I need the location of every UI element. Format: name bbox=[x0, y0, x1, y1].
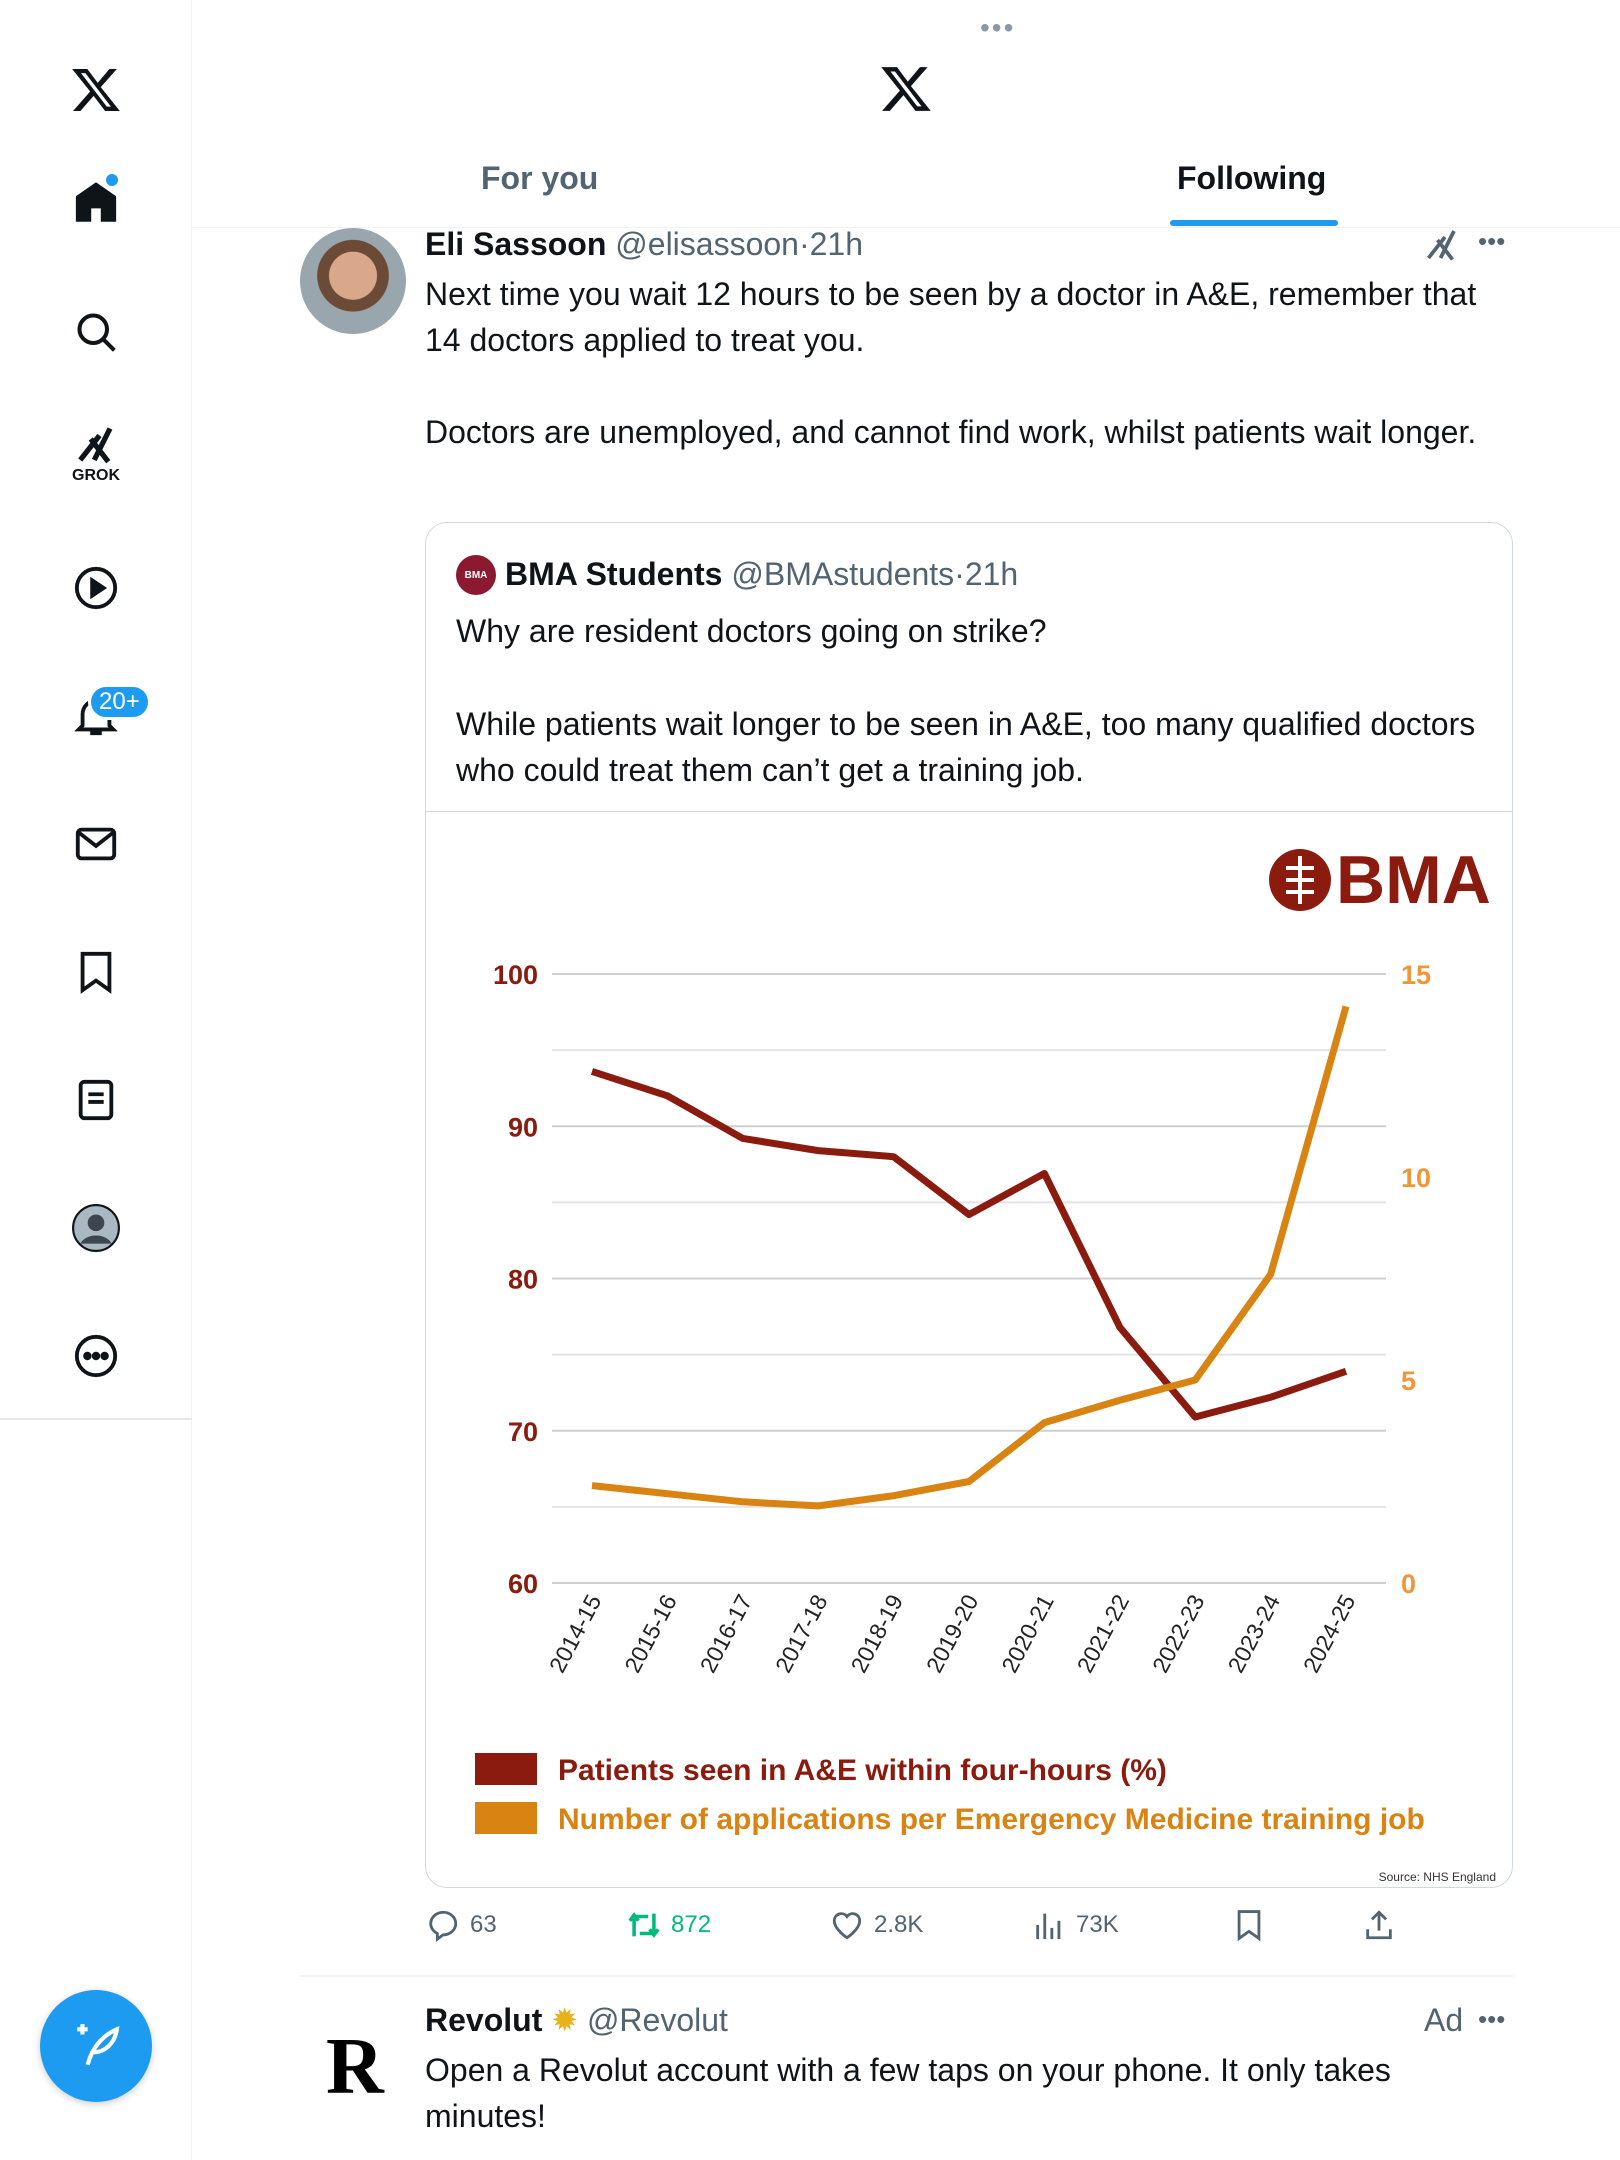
tab-following[interactable]: Following bbox=[1177, 160, 1327, 196]
video-icon[interactable] bbox=[66, 558, 126, 618]
ad-author-name[interactable]: Revolut bbox=[425, 2002, 543, 2038]
verified-gold-icon: ✹ bbox=[551, 2002, 579, 2038]
author-name[interactable]: Eli Sassoon bbox=[425, 226, 607, 262]
ad-handle[interactable]: @Revolut bbox=[586, 2002, 728, 2038]
reply-count: 63 bbox=[470, 1911, 497, 1938]
grok-icon[interactable]: GROK bbox=[66, 425, 126, 485]
separator: · bbox=[954, 556, 965, 592]
quoted-tweet[interactable]: BMA BMA Students @BMAstudents·21h Why ar… bbox=[425, 522, 1513, 1888]
tweet-text-2: Doctors are unemployed, and cannot find … bbox=[425, 414, 1477, 450]
lists-icon[interactable] bbox=[66, 1070, 126, 1130]
repost-button[interactable]: 872 bbox=[627, 1908, 711, 1942]
quote-handle: @BMAstudents bbox=[731, 556, 955, 592]
tab-for-you[interactable]: For you bbox=[481, 160, 599, 196]
quote-text-2: While patients wait longer to be seen in… bbox=[456, 706, 1476, 788]
quote-avatar: BMA bbox=[456, 555, 496, 595]
like-button[interactable]: 2.8K bbox=[830, 1908, 923, 1942]
x-logo-icon bbox=[879, 62, 933, 121]
ad-label: Ad bbox=[1424, 2002, 1464, 2038]
ad-more-icon[interactable]: ••• bbox=[1478, 2004, 1506, 2034]
notifications-badge: 20+ bbox=[88, 684, 151, 720]
sidebar: GROK 20+ bbox=[0, 0, 192, 2160]
unread-dot bbox=[106, 174, 118, 186]
view-count: 73K bbox=[1076, 1911, 1119, 1938]
author-avatar[interactable] bbox=[300, 228, 406, 334]
tweet-more-icon[interactable]: ••• bbox=[1478, 226, 1506, 256]
ad-text: Open a Revolut account with a few taps o… bbox=[425, 2052, 1391, 2134]
bookmark-button[interactable] bbox=[1232, 1908, 1266, 1942]
like-count: 2.8K bbox=[874, 1911, 924, 1938]
share-button[interactable] bbox=[1362, 1908, 1396, 1942]
sidebar-divider bbox=[0, 1418, 192, 1420]
quote-time: 21h bbox=[964, 556, 1019, 592]
active-tab-indicator bbox=[1170, 220, 1338, 226]
tweet-divider bbox=[300, 1975, 1513, 1977]
window-more-dots[interactable]: ••• bbox=[980, 12, 1016, 43]
header: ••• For you Following bbox=[193, 0, 1620, 228]
quote-divider bbox=[426, 811, 1512, 812]
author-handle[interactable]: @elisassoon bbox=[615, 226, 799, 262]
profile-avatar[interactable] bbox=[66, 1198, 126, 1258]
compose-post-button[interactable] bbox=[40, 1990, 152, 2102]
separator: · bbox=[798, 226, 810, 262]
home-icon[interactable] bbox=[66, 172, 126, 232]
quote-text: Why are resident doctors going on strike… bbox=[456, 613, 1047, 649]
views-button[interactable]: 73K bbox=[1032, 1908, 1119, 1942]
grok-icon[interactable] bbox=[1424, 228, 1460, 269]
revolut-logo[interactable]: R bbox=[326, 2023, 384, 2111]
reply-button[interactable]: 63 bbox=[426, 1908, 497, 1942]
messages-icon[interactable] bbox=[66, 814, 126, 874]
bookmarks-icon[interactable] bbox=[66, 942, 126, 1002]
x-logo-icon[interactable] bbox=[66, 60, 126, 120]
more-icon[interactable] bbox=[66, 1326, 126, 1386]
quote-author-name: BMA Students bbox=[505, 556, 723, 592]
repost-count: 872 bbox=[671, 1911, 712, 1938]
search-icon[interactable] bbox=[66, 302, 126, 362]
tweet-time[interactable]: 21h bbox=[809, 226, 864, 262]
grok-label: GROK bbox=[72, 467, 120, 484]
tweet-text: Next time you wait 12 hours to be seen b… bbox=[425, 276, 1477, 358]
